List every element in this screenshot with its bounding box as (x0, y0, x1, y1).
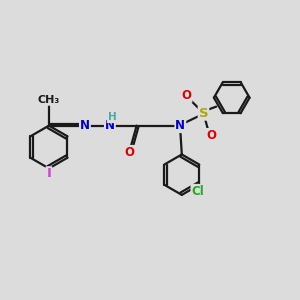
Text: O: O (206, 129, 217, 142)
Text: N: N (175, 119, 185, 132)
Text: CH₃: CH₃ (38, 95, 60, 105)
Text: H: H (108, 112, 116, 122)
Text: Cl: Cl (191, 185, 204, 198)
Text: N: N (105, 119, 115, 132)
Text: S: S (199, 106, 208, 120)
Text: N: N (80, 119, 90, 132)
Text: O: O (182, 89, 192, 102)
Text: O: O (125, 146, 135, 159)
Text: I: I (46, 167, 51, 180)
